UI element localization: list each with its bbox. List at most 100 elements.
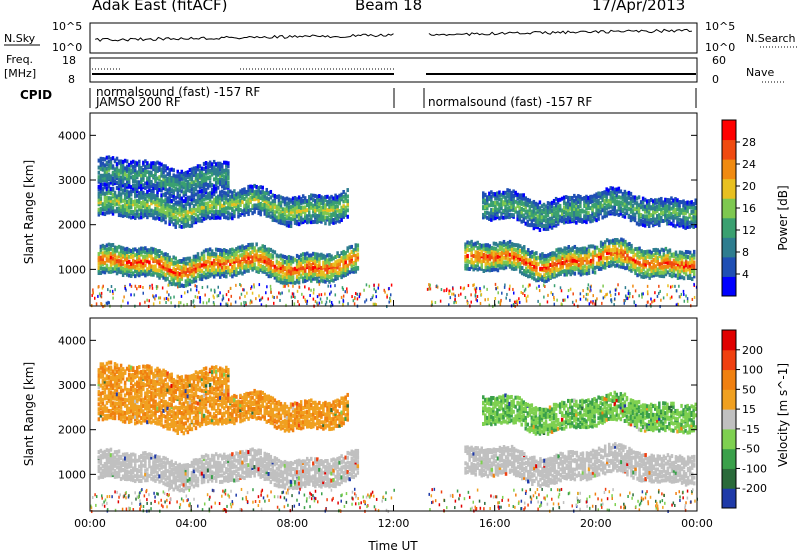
- power-cell: [579, 265, 583, 270]
- power-cell: [142, 264, 145, 269]
- power-cell: [680, 208, 683, 213]
- power-cell: [638, 246, 641, 251]
- power-cell: [482, 258, 486, 263]
- power-cell: [563, 272, 566, 277]
- power-cell: [561, 260, 564, 265]
- power-cell: [202, 256, 206, 261]
- power-cell: [482, 268, 486, 273]
- power-cell: [148, 286, 151, 290]
- power-cell: [573, 213, 576, 218]
- power-cell: [202, 208, 206, 213]
- power-cell: [591, 257, 595, 262]
- power-cell: [318, 194, 321, 199]
- power-cell: [156, 215, 159, 220]
- power-cell: [486, 261, 490, 266]
- power-cell: [636, 249, 639, 254]
- power-cell: [301, 268, 305, 273]
- power-cell: [218, 215, 222, 220]
- power-cell: [324, 279, 327, 284]
- power-cell: [218, 167, 222, 172]
- power-cell: [186, 186, 190, 191]
- power-cell: [488, 203, 491, 208]
- power-cell: [559, 264, 562, 269]
- power-cell: [103, 163, 107, 168]
- power-cell: [184, 223, 188, 228]
- power-cell: [140, 195, 143, 200]
- power-cell: [277, 278, 281, 283]
- power-cell: [529, 257, 532, 262]
- power-cell: [227, 198, 230, 203]
- power-cell: [669, 285, 672, 289]
- power-cell: [575, 195, 578, 200]
- power-cell: [281, 254, 285, 259]
- power-cell: [567, 208, 570, 213]
- power-cell: [571, 204, 574, 209]
- power-cell: [628, 265, 631, 270]
- power-cell: [140, 182, 143, 187]
- power-cell: [186, 261, 190, 266]
- power-cell: [301, 276, 305, 281]
- power-cell: [176, 193, 179, 198]
- power-cell: [148, 299, 150, 303]
- power-cell: [174, 261, 177, 266]
- power-cell: [204, 205, 208, 210]
- power-cell: [101, 254, 105, 259]
- power-cell: [630, 246, 633, 251]
- power-cell: [500, 215, 503, 220]
- power-cell: [279, 215, 283, 220]
- power-cell: [496, 248, 500, 253]
- power-cell: [536, 214, 540, 219]
- power-cell: [428, 283, 430, 287]
- power-cell: [121, 172, 125, 177]
- power-cell: [148, 268, 151, 273]
- power-cell: [538, 284, 540, 288]
- power-cell: [245, 210, 248, 215]
- power-cell: [158, 202, 161, 207]
- power-cell: [119, 207, 123, 212]
- power-cell: [539, 259, 542, 264]
- power-cell: [200, 268, 204, 273]
- power-cell: [165, 296, 168, 300]
- power-cell: [496, 263, 500, 268]
- power-cell: [550, 216, 554, 221]
- power-cell: [365, 298, 368, 302]
- power-cell: [263, 211, 267, 216]
- power-cell: [571, 198, 574, 203]
- power-cell: [654, 291, 656, 295]
- power-cell: [581, 265, 585, 270]
- power-cell: [680, 254, 684, 259]
- power-cell: [532, 199, 536, 204]
- power-cell: [172, 273, 175, 278]
- power-cell: [682, 252, 686, 257]
- power-cell: [172, 173, 175, 178]
- power-cell: [557, 254, 560, 259]
- power-cell: [494, 296, 497, 300]
- power-cell: [142, 192, 145, 197]
- power-cell: [605, 262, 609, 267]
- power-cell: [144, 192, 147, 197]
- power-cell: [97, 194, 101, 199]
- power-cell: [599, 209, 602, 214]
- power-cell: [591, 214, 594, 219]
- power-cell: [612, 260, 615, 265]
- power-cell: [683, 299, 686, 303]
- power-cell: [334, 263, 337, 268]
- power-cell: [530, 212, 534, 217]
- power-cell: [172, 205, 175, 210]
- power-cell: [562, 298, 565, 302]
- power-cell: [212, 187, 216, 192]
- power-cell: [488, 303, 491, 307]
- power-cell: [152, 264, 155, 269]
- power-cell: [614, 292, 617, 296]
- power-cell: [616, 254, 619, 259]
- power-cell: [290, 295, 293, 299]
- power-cell: [506, 194, 509, 199]
- power-cell: [158, 175, 161, 180]
- power-cell: [528, 198, 532, 203]
- power-cell: [589, 244, 593, 249]
- power-cell: [682, 268, 686, 273]
- power-cell: [206, 195, 210, 200]
- power-cell: [531, 260, 534, 265]
- power-cell: [488, 244, 492, 249]
- power-cell: [547, 259, 550, 264]
